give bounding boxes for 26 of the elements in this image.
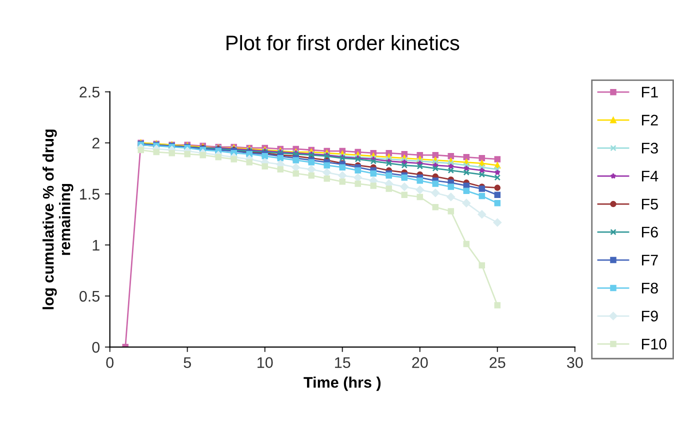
x-tick-label: 15 [335, 357, 350, 368]
y-axis-title: log cumulative % of drug remaining [42, 130, 74, 310]
y-tick-label: 2.5 [80, 86, 100, 98]
x-axis-title: Time (hrs ) [304, 376, 381, 391]
legend-label: F5 [642, 198, 658, 210]
legend-label: F4 [642, 170, 658, 182]
legend-label: F9 [642, 310, 658, 322]
legend-label: F3 [642, 142, 658, 154]
legend-label: F1 [642, 86, 658, 98]
legend-label: F2 [642, 114, 658, 126]
x-tick-label: 30 [567, 357, 583, 368]
y-tick-label: 2 [92, 138, 100, 148]
x-tick-label: 5 [184, 357, 191, 368]
x-tick-label: 10 [258, 357, 273, 368]
y-tick-label: 1.5 [80, 188, 100, 200]
y-tick-label: 0.5 [80, 290, 100, 302]
legend-label: F7 [642, 254, 658, 266]
x-tick-label: 25 [490, 357, 506, 368]
legend-label: F6 [642, 226, 658, 238]
chart-title: Plot for first order kinetics [226, 35, 460, 50]
legend-label: F8 [642, 282, 658, 294]
y-tick-label: 1 [92, 240, 100, 250]
x-tick-label: 20 [412, 357, 428, 368]
legend-label: F10 [642, 338, 666, 350]
x-tick-label: 0 [106, 357, 114, 368]
y-tick-label: 0 [92, 342, 100, 353]
